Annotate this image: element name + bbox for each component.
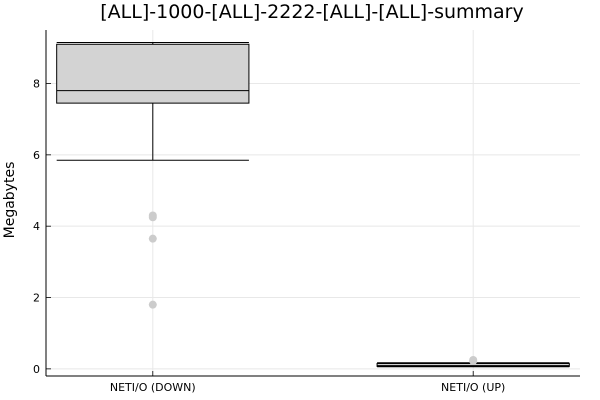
y-axis-label: Megabytes (2, 162, 18, 239)
x-tick-labels: NETI/O (DOWN) NETI/O (UP) (110, 381, 505, 394)
outlier-point (148, 234, 157, 243)
box-group (56, 41, 250, 309)
y-tick-labels: 0 2 4 6 8 (33, 78, 40, 376)
x-tick-label: NETI/O (UP) (441, 381, 505, 394)
x-tick-label: NETI/O (DOWN) (110, 381, 196, 394)
y-tick-label: 8 (33, 78, 40, 91)
axes (45, 30, 580, 377)
y-tick-label: 2 (33, 292, 40, 305)
box-group (376, 355, 570, 368)
y-tick-label: 0 (33, 363, 40, 376)
outlier-point (148, 213, 157, 222)
y-tick-label: 4 (33, 220, 40, 233)
box-series (56, 41, 570, 368)
outlier-point (469, 355, 478, 364)
box-iqr (56, 43, 250, 104)
chart-title: [ALL]-1000-[ALL]-2222-[ALL]-[ALL]-summar… (100, 1, 523, 23)
outlier-point (148, 300, 157, 309)
y-tick-label: 6 (33, 149, 40, 162)
